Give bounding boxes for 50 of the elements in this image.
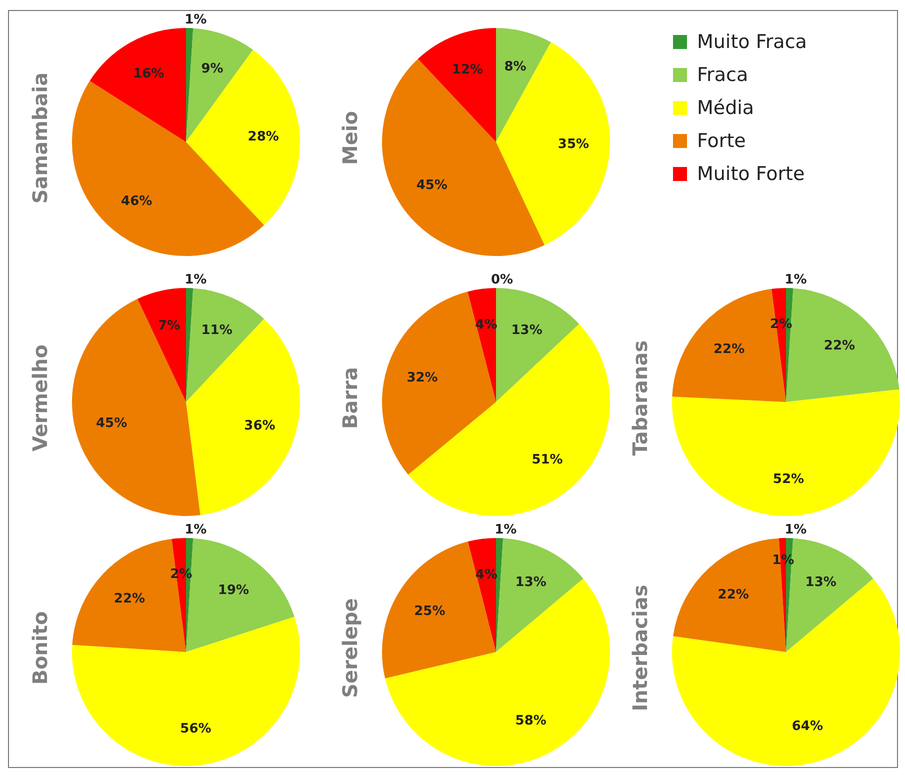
data-label: 45%	[96, 416, 128, 431]
data-label: 1%	[784, 272, 807, 288]
text: Barra	[338, 367, 362, 429]
legend-label: Forte	[697, 130, 746, 152]
data-label: 58%	[515, 714, 546, 729]
data-label: 52%	[772, 472, 804, 487]
legend-label: Fraca	[697, 64, 748, 86]
data-label: 22%	[824, 338, 856, 354]
text: Interbacias	[628, 584, 652, 712]
data-label: 13%	[805, 575, 836, 590]
text: Serelepe	[338, 598, 362, 698]
data-label: 35%	[558, 136, 590, 152]
data-label: 2%	[770, 317, 792, 332]
data-label: 13%	[515, 575, 546, 590]
text: Bonito	[28, 611, 52, 685]
data-label: 1%	[184, 272, 207, 288]
text: Vermelho	[28, 344, 52, 452]
legend-label: Muito Fraca	[697, 30, 807, 52]
data-label: 1%	[494, 522, 517, 538]
data-label: 1%	[184, 522, 207, 538]
data-label: 7%	[158, 318, 180, 334]
data-label: 36%	[244, 418, 276, 434]
legend-label: Média	[697, 96, 754, 118]
data-label: 46%	[121, 194, 152, 210]
data-label: 1%	[772, 553, 794, 568]
data-label: 25%	[414, 604, 446, 620]
data-label: 11%	[201, 323, 232, 338]
legend-label: Muito Forte	[697, 162, 805, 184]
data-label: 45%	[416, 178, 448, 193]
data-label: 22%	[713, 342, 745, 357]
data-label: 28%	[248, 130, 279, 145]
data-label: 12%	[452, 62, 484, 78]
data-label: 9%	[201, 61, 224, 76]
data-label: 1%	[784, 522, 807, 538]
text: Meio	[338, 110, 362, 166]
text: Samambaia	[28, 72, 52, 204]
data-label: 64%	[792, 718, 823, 734]
data-label: 16%	[133, 66, 164, 82]
data-label: 22%	[114, 591, 146, 606]
data-label: 51%	[532, 452, 563, 468]
text: 0%	[490, 272, 514, 288]
data-label: 2%	[170, 567, 192, 582]
data-label: 32%	[406, 370, 438, 386]
data-label: 22%	[718, 587, 749, 602]
data-label: 8%	[504, 59, 526, 74]
text: Tabaranas	[628, 340, 652, 456]
data-label: 1%	[184, 12, 207, 28]
data-label: 56%	[180, 721, 212, 736]
data-label: 19%	[218, 583, 250, 598]
data-label: 13%	[511, 323, 542, 338]
